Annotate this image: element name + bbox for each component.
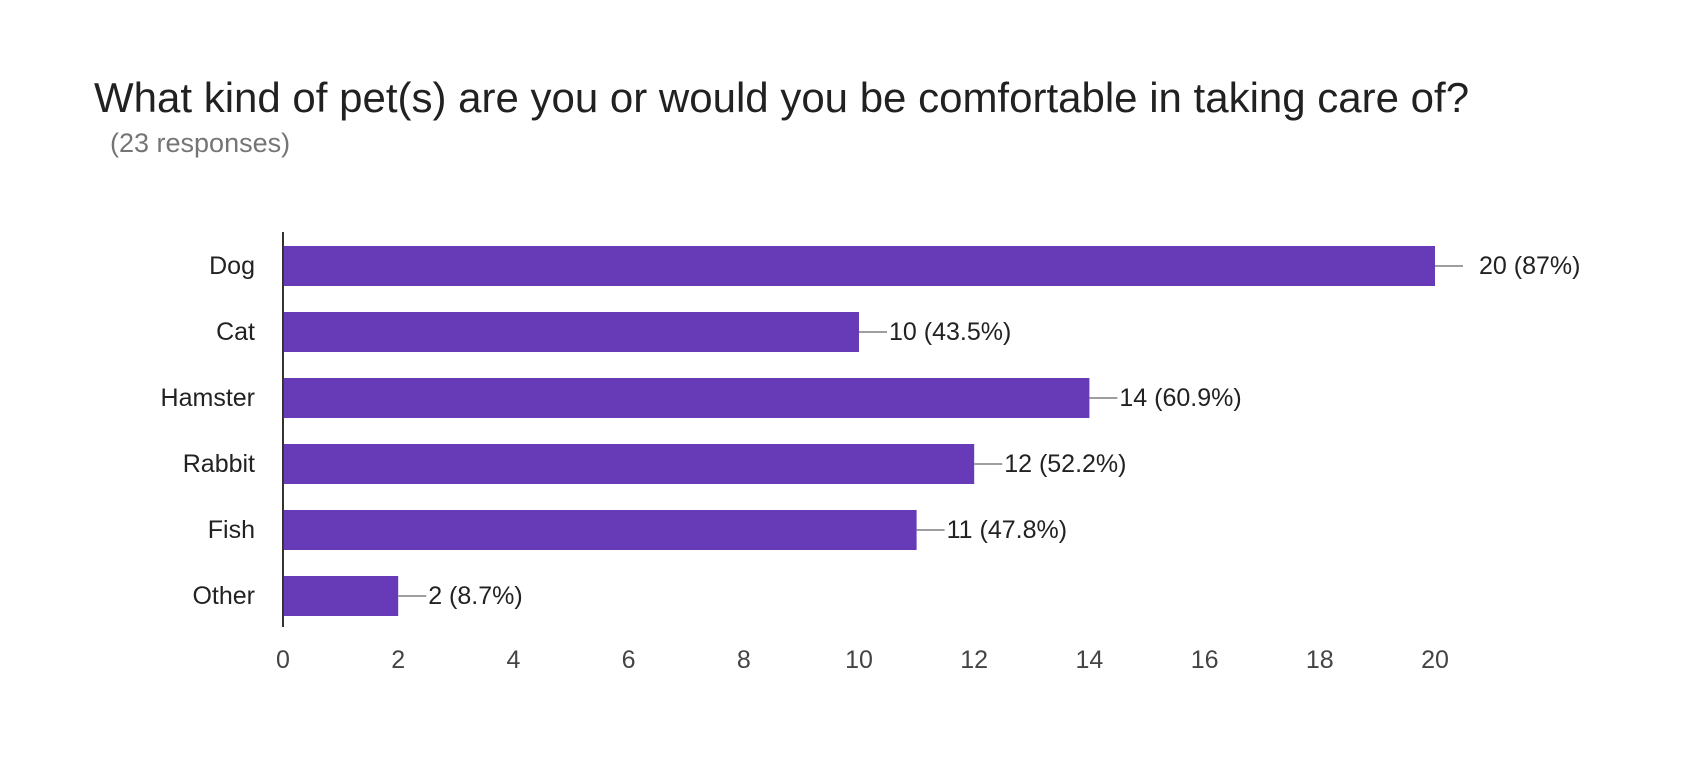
x-tick-label: 2 bbox=[391, 646, 405, 674]
x-tick-label: 18 bbox=[1306, 646, 1334, 674]
category-label: Cat bbox=[216, 318, 255, 346]
category-label: Hamster bbox=[161, 384, 255, 412]
labels-layer: Dog 20 (87%) Cat 10 (43.5%) Hamster 14 (60.9%… bbox=[161, 252, 1581, 674]
response-count: (23 responses) bbox=[110, 128, 291, 158]
bar-fish bbox=[283, 510, 917, 550]
x-tick-label: 20 bbox=[1421, 646, 1449, 674]
category-label: Rabbit bbox=[183, 450, 255, 478]
x-tick-label: 4 bbox=[506, 646, 520, 674]
category-label: Other bbox=[192, 582, 255, 610]
data-label: 12 (52.2%) bbox=[1004, 450, 1126, 478]
bar-dog bbox=[283, 246, 1435, 286]
x-tick-label: 0 bbox=[276, 646, 290, 674]
category-label: Dog bbox=[209, 252, 255, 280]
x-tick-label: 8 bbox=[737, 646, 751, 674]
data-label: 10 (43.5%) bbox=[889, 318, 1011, 346]
x-tick-label: 16 bbox=[1191, 646, 1219, 674]
leader-lines-layer bbox=[398, 265, 1463, 597]
x-tick-label: 14 bbox=[1075, 646, 1103, 674]
category-label: Fish bbox=[208, 516, 255, 544]
bar-hamster bbox=[283, 378, 1090, 418]
x-tick-label: 12 bbox=[960, 646, 988, 674]
bar-rabbit bbox=[283, 444, 975, 484]
data-label: 2 (8.7%) bbox=[428, 582, 522, 610]
data-label: 14 (60.9%) bbox=[1119, 384, 1241, 412]
data-label: 11 (47.8%) bbox=[947, 516, 1067, 544]
x-tick-label: 10 bbox=[845, 646, 873, 674]
bar-cat bbox=[283, 312, 859, 352]
x-tick-label: 6 bbox=[622, 646, 636, 674]
bars-layer bbox=[283, 246, 1435, 616]
chart-title: What kind of pet(s) are you or would you… bbox=[94, 74, 1470, 121]
data-label: 20 (87%) bbox=[1479, 252, 1580, 280]
bar-other bbox=[283, 576, 399, 616]
